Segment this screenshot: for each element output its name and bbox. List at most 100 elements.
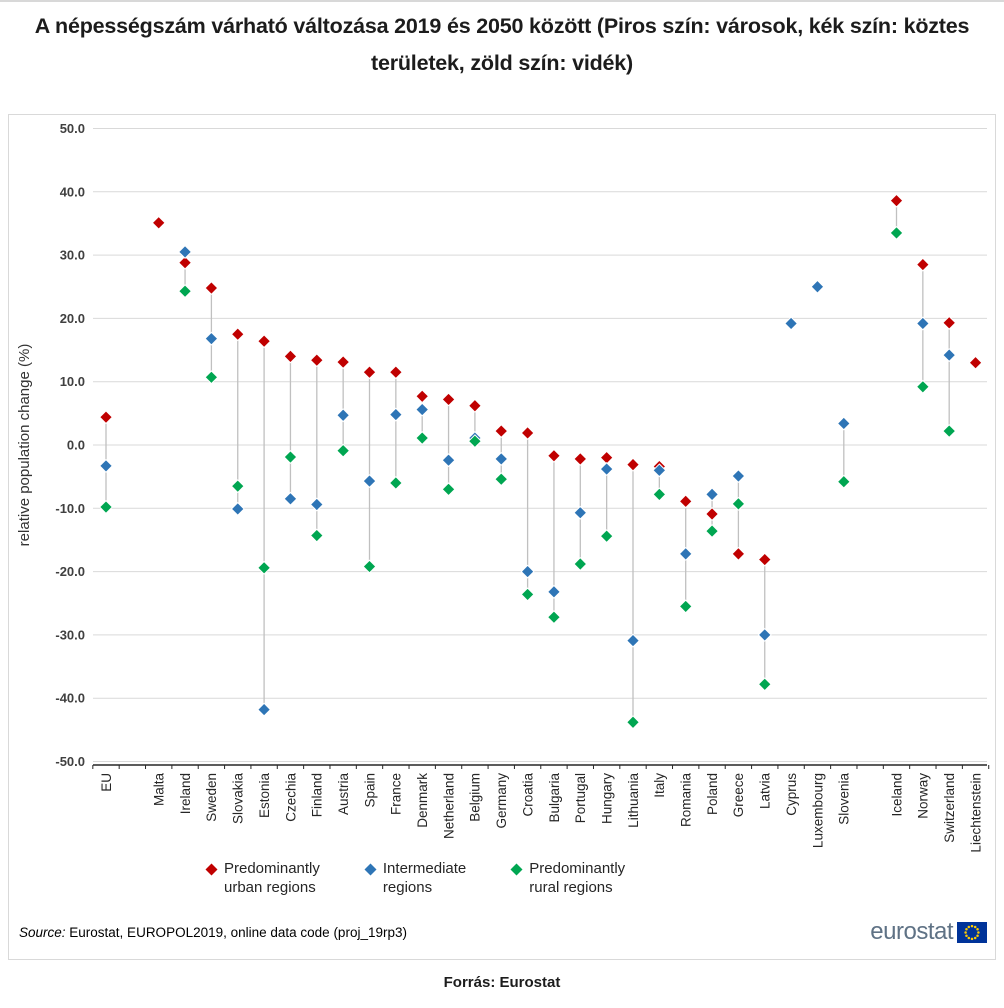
x-category-label: Slovenia: [837, 773, 852, 825]
marker-Norway: [915, 316, 930, 331]
y-tick-label: 50.0: [60, 121, 85, 136]
marker-Netherland: [441, 453, 456, 468]
legend-item-rural: Predominantly rural regions: [510, 859, 625, 897]
marker-Slovenia: [836, 474, 851, 489]
marker-Greece: [731, 469, 746, 484]
marker-Romania: [678, 546, 693, 561]
x-category-label: Finland: [310, 773, 325, 817]
marker-Belgium: [467, 434, 482, 449]
marker-Finland: [309, 353, 324, 368]
marker-EU: [98, 500, 114, 515]
marker-Sweden: [204, 370, 219, 385]
marker-Ireland: [178, 244, 193, 259]
source-label: Source:: [19, 924, 66, 940]
marker-Czechia: [283, 450, 298, 465]
population-change-chart: 50.0 40.0 30.0 20.0 10.0 0.0 -10.0 -20.0 -30.0 -4…: [16, 121, 990, 853]
page-title: A népességszám várható változása 2019 és…: [34, 14, 970, 75]
marker-Poland: [705, 487, 720, 502]
legend-item-intermediate: Intermediate regions: [364, 859, 466, 897]
marker-Croatia: [520, 587, 535, 602]
marker-Norway: [915, 257, 930, 272]
x-category-label: Germany: [494, 773, 509, 829]
legend-intermediate-line1: Intermediate: [382, 860, 467, 877]
y-tick-label: -10.0: [55, 501, 85, 516]
marker-Switzerland: [942, 348, 957, 363]
x-category-label: Austria: [336, 773, 351, 816]
marker-France: [388, 365, 403, 380]
legend-intermediate-line2: regions: [382, 879, 433, 896]
marker-France: [388, 475, 403, 490]
marker-Finland: [309, 497, 324, 512]
marker-Iceland: [889, 193, 904, 208]
marker-Malta: [151, 215, 166, 230]
x-category-label: Croatia: [520, 773, 535, 817]
marker-Croatia: [520, 564, 535, 579]
marker-Portugal: [573, 556, 588, 572]
source-value: Eurostat, EUROPOL2019, online data code …: [65, 924, 407, 940]
eu-flag-icon: [957, 921, 987, 943]
x-category-label: Czechia: [283, 773, 298, 822]
marker-Ireland: [178, 255, 193, 270]
marker-Denmark: [415, 431, 430, 446]
marker-Cyprus: [784, 316, 799, 331]
marker-Belgium: [467, 398, 482, 413]
y-tick-label: 10.0: [60, 374, 85, 389]
marker-Netherland: [441, 482, 456, 497]
x-category-label: Spain: [362, 773, 377, 808]
marker-Estonia: [257, 560, 272, 575]
x-category-label: Cyprus: [784, 773, 799, 816]
marker-Slovenia: [836, 416, 851, 431]
marker-Germany: [494, 451, 509, 466]
intermediate-diamond-icon: [364, 863, 377, 876]
marker-Bulgaria: [546, 610, 561, 625]
legend-rural-line1: Predominantly: [529, 860, 626, 877]
footer-caption: Forrás: Eurostat: [443, 974, 561, 991]
x-category-label: Netherland: [441, 773, 456, 839]
eurostat-logo: eurostat: [870, 918, 987, 946]
y-tick-label: -20.0: [55, 564, 85, 579]
marker-Poland: [705, 524, 720, 539]
marker-Denmark: [415, 402, 430, 417]
x-category-label: Portugal: [573, 773, 588, 823]
marker-Croatia: [520, 425, 535, 440]
marker-Poland: [705, 506, 720, 522]
x-category-label: Greece: [731, 773, 746, 817]
marker-Ireland: [178, 284, 193, 299]
x-category-label: Malta: [152, 773, 167, 807]
marker-Denmark: [415, 389, 430, 404]
legend-urban-line2: urban regions: [224, 879, 316, 896]
legend-item-urban: Predominantly urban regions: [205, 859, 320, 897]
legend-rural-line2: rural regions: [529, 879, 613, 896]
marker-Norway: [915, 379, 930, 394]
marker-Greece: [731, 546, 746, 561]
marker-Slovakia: [230, 501, 245, 516]
marker-Latvia: [757, 677, 772, 692]
marker-Germany: [494, 424, 509, 439]
marker-Austria: [336, 408, 351, 423]
marker-Netherland: [441, 392, 456, 407]
marker-France: [388, 407, 403, 422]
marker-Latvia: [757, 627, 772, 642]
x-category-label: Lithuania: [626, 773, 641, 828]
x-category-label: Denmark: [415, 773, 430, 828]
marker-Latvia: [757, 552, 772, 567]
marker-Lithuania: [625, 715, 641, 730]
x-category-label: Iceland: [889, 773, 904, 817]
x-category-label: Romania: [679, 773, 694, 828]
marker-Germany: [494, 472, 509, 487]
x-category-label: Switzerland: [942, 773, 957, 843]
x-category-label: Hungary: [599, 773, 614, 824]
marker-Spain: [362, 559, 377, 574]
marker-Romania: [678, 494, 693, 509]
urban-diamond-icon: [205, 863, 218, 876]
marker-Slovakia: [230, 327, 245, 342]
chart-legend: Predominantly urban regions Intermediate…: [205, 859, 625, 897]
marker-Czechia: [283, 491, 298, 506]
marker-Bulgaria: [546, 584, 561, 599]
y-axis-title: relative population change (%): [16, 344, 33, 547]
rural-diamond-icon: [510, 863, 523, 876]
marker-Austria: [336, 355, 351, 370]
marker-Spain: [362, 365, 377, 380]
marker-Luxembourg: [810, 279, 825, 294]
